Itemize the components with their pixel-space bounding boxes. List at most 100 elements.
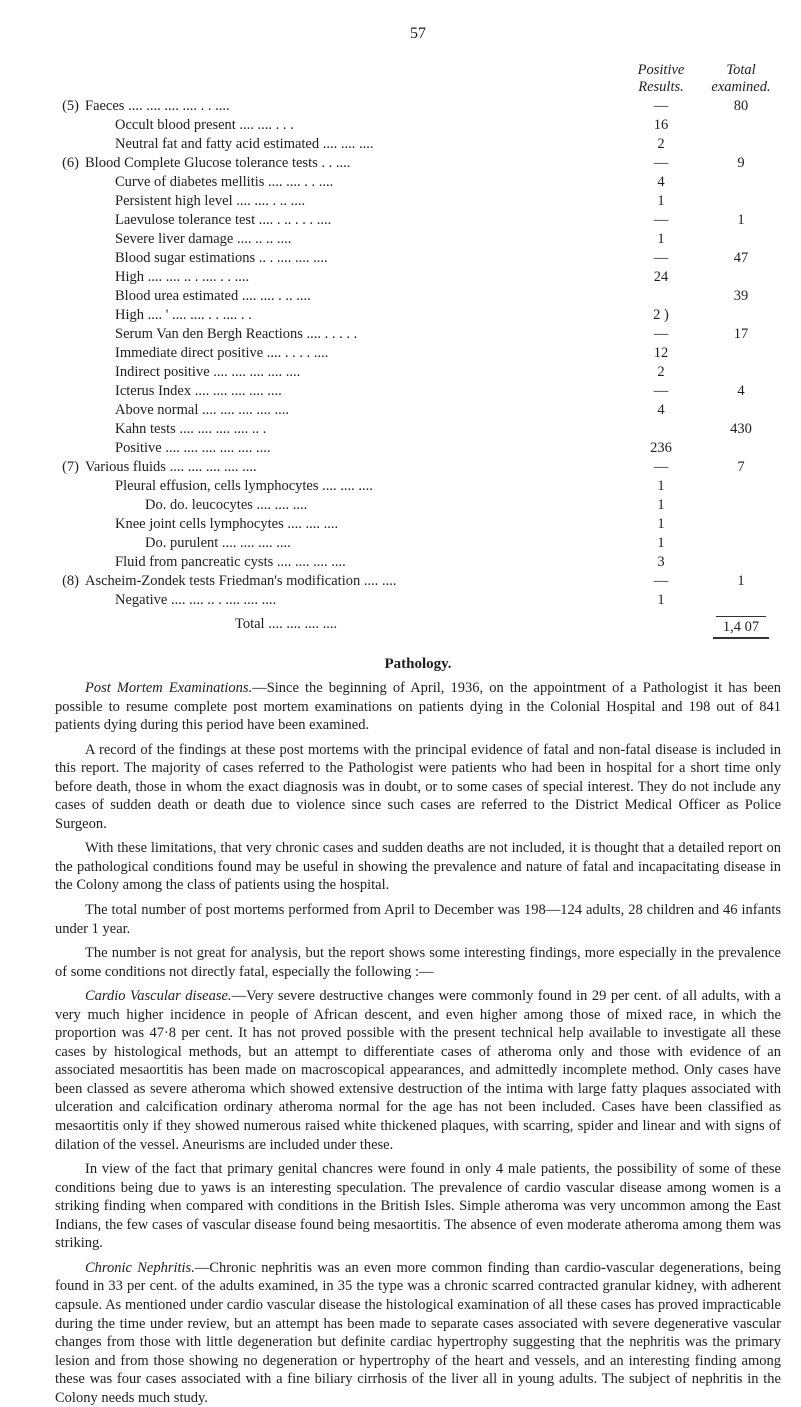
row-number (55, 439, 83, 458)
row-total (701, 553, 781, 572)
row-label: Various fluids .... .... .... .... .... (83, 458, 621, 477)
table-row: Fluid from pancreatic cysts .... .... ..… (55, 553, 781, 572)
pathology-heading: Pathology. (55, 656, 781, 673)
data-table: Positive Results. Total examined. (5)Fae… (55, 61, 781, 640)
table-total-row: Total .... .... .... .... 1,4 07 (55, 610, 781, 640)
row-total: 17 (701, 325, 781, 344)
table-row: Neutral fat and fatty acid estimated ...… (55, 135, 781, 154)
page-number: 57 (55, 25, 781, 43)
row-label: Laevulose tolerance test .... . .. . . .… (83, 211, 621, 230)
row-label: Blood Complete Glucose tolerance tests .… (83, 154, 621, 173)
row-number (55, 249, 83, 268)
row-number (55, 591, 83, 610)
row-positive: — (621, 382, 701, 401)
row-total: 39 (701, 287, 781, 306)
table-row: Knee joint cells lymphocytes .... .... .… (55, 515, 781, 534)
table-row: Positive .... .... .... .... .... ....23… (55, 439, 781, 458)
paragraph: The number is not great for analysis, bu… (55, 944, 781, 981)
paragraph-text: In view of the fact that primary genital… (55, 1161, 781, 1251)
row-positive: 3 (621, 553, 701, 572)
row-number (55, 135, 83, 154)
header-blank-1 (55, 61, 83, 97)
table-row: Blood sugar estimations .. . .... .... .… (55, 249, 781, 268)
row-label: Blood urea estimated .... .... . .. .... (83, 287, 621, 306)
row-label: High .... ' .... .... . . .... . . (83, 306, 621, 325)
row-label: Pleural effusion, cells lymphocytes ....… (83, 477, 621, 496)
row-total: 1 (701, 211, 781, 230)
row-label: Curve of diabetes mellitis .... .... . .… (83, 173, 621, 192)
header-positive-2: Results. (638, 79, 684, 95)
row-label: Ascheim-Zondek tests Friedman's modifica… (83, 572, 621, 591)
paragraph: Cardio Vascular disease.—Very severe des… (55, 987, 781, 1154)
row-label: Persistent high level .... .... . .. ...… (83, 192, 621, 211)
row-label: High .... .... .. . .... . . .... (83, 268, 621, 287)
table-row: Kahn tests .... .... .... .... .. .430 (55, 420, 781, 439)
row-label: Knee joint cells lymphocytes .... .... .… (83, 515, 621, 534)
row-positive: 1 (621, 591, 701, 610)
row-positive: — (621, 572, 701, 591)
table-row: (8)Ascheim-Zondek tests Friedman's modif… (55, 572, 781, 591)
row-number (55, 230, 83, 249)
row-label: Do. do. leucocytes .... .... .... (83, 496, 621, 515)
row-number (55, 344, 83, 363)
row-positive: — (621, 211, 701, 230)
paragraph-text: The total number of post mortems perform… (55, 902, 781, 937)
row-positive: 4 (621, 173, 701, 192)
table-row: Do. do. leucocytes .... .... ....1 (55, 496, 781, 515)
row-number (55, 173, 83, 192)
row-label: Blood sugar estimations .. . .... .... .… (83, 249, 621, 268)
row-label: Negative .... .... .. . .... .... .... (83, 591, 621, 610)
row-positive: 2 ) (621, 306, 701, 325)
table-row: High .... ' .... .... . . .... . .2 ) (55, 306, 781, 325)
row-label: Faeces .... .... .... .... . . .... (83, 97, 621, 116)
total-value: 1,4 07 (716, 616, 766, 636)
row-label: Occult blood present .... .... . . . (83, 116, 621, 135)
row-number (55, 268, 83, 287)
row-positive: 4 (621, 401, 701, 420)
row-total (701, 230, 781, 249)
row-total: 80 (701, 97, 781, 116)
table-row: Do. purulent .... .... .... ....1 (55, 534, 781, 553)
row-number (55, 192, 83, 211)
paragraph-text: —Very severe destructive changes were co… (55, 988, 781, 1152)
table-row: Serum Van den Bergh Reactions .... . . .… (55, 325, 781, 344)
row-positive: 1 (621, 515, 701, 534)
table-row: Occult blood present .... .... . . .16 (55, 116, 781, 135)
paragraph-text: With these limitations, that very chroni… (55, 840, 781, 893)
row-number: (8) (55, 572, 83, 591)
table-row: Indirect positive .... .... .... .... ..… (55, 363, 781, 382)
row-positive: 1 (621, 230, 701, 249)
total-value-cell: 1,4 07 (701, 610, 781, 640)
row-total: 1 (701, 572, 781, 591)
header-total: Total examined. (701, 61, 781, 97)
table-row: High .... .... .. . .... . . ....24 (55, 268, 781, 287)
row-total (701, 268, 781, 287)
paragraph: Chronic Nephritis.—Chronic nephritis was… (55, 1259, 781, 1407)
row-positive: 24 (621, 268, 701, 287)
table-row: Persistent high level .... .... . .. ...… (55, 192, 781, 211)
row-positive: — (621, 154, 701, 173)
row-number: (7) (55, 458, 83, 477)
table-body: (5)Faeces .... .... .... .... . . ....—8… (55, 97, 781, 610)
row-label: Neutral fat and fatty acid estimated ...… (83, 135, 621, 154)
row-total (701, 439, 781, 458)
row-total: 4 (701, 382, 781, 401)
row-total: 9 (701, 154, 781, 173)
table-row: Laevulose tolerance test .... . .. . . .… (55, 211, 781, 230)
row-label: Positive .... .... .... .... .... .... (83, 439, 621, 458)
paragraph: Post Mortem Examinations.—Since the begi… (55, 679, 781, 735)
row-label: Kahn tests .... .... .... .... .. . (83, 420, 621, 439)
row-number (55, 534, 83, 553)
row-total (701, 534, 781, 553)
total-blank (55, 610, 83, 640)
table-row: Immediate direct positive .... . . . . .… (55, 344, 781, 363)
row-positive: 2 (621, 363, 701, 382)
row-positive: 12 (621, 344, 701, 363)
row-total (701, 496, 781, 515)
row-total (701, 135, 781, 154)
row-number (55, 515, 83, 534)
row-total (701, 515, 781, 534)
row-total (701, 344, 781, 363)
header-positive: Positive Results. (621, 61, 701, 97)
table-row: (6)Blood Complete Glucose tolerance test… (55, 154, 781, 173)
